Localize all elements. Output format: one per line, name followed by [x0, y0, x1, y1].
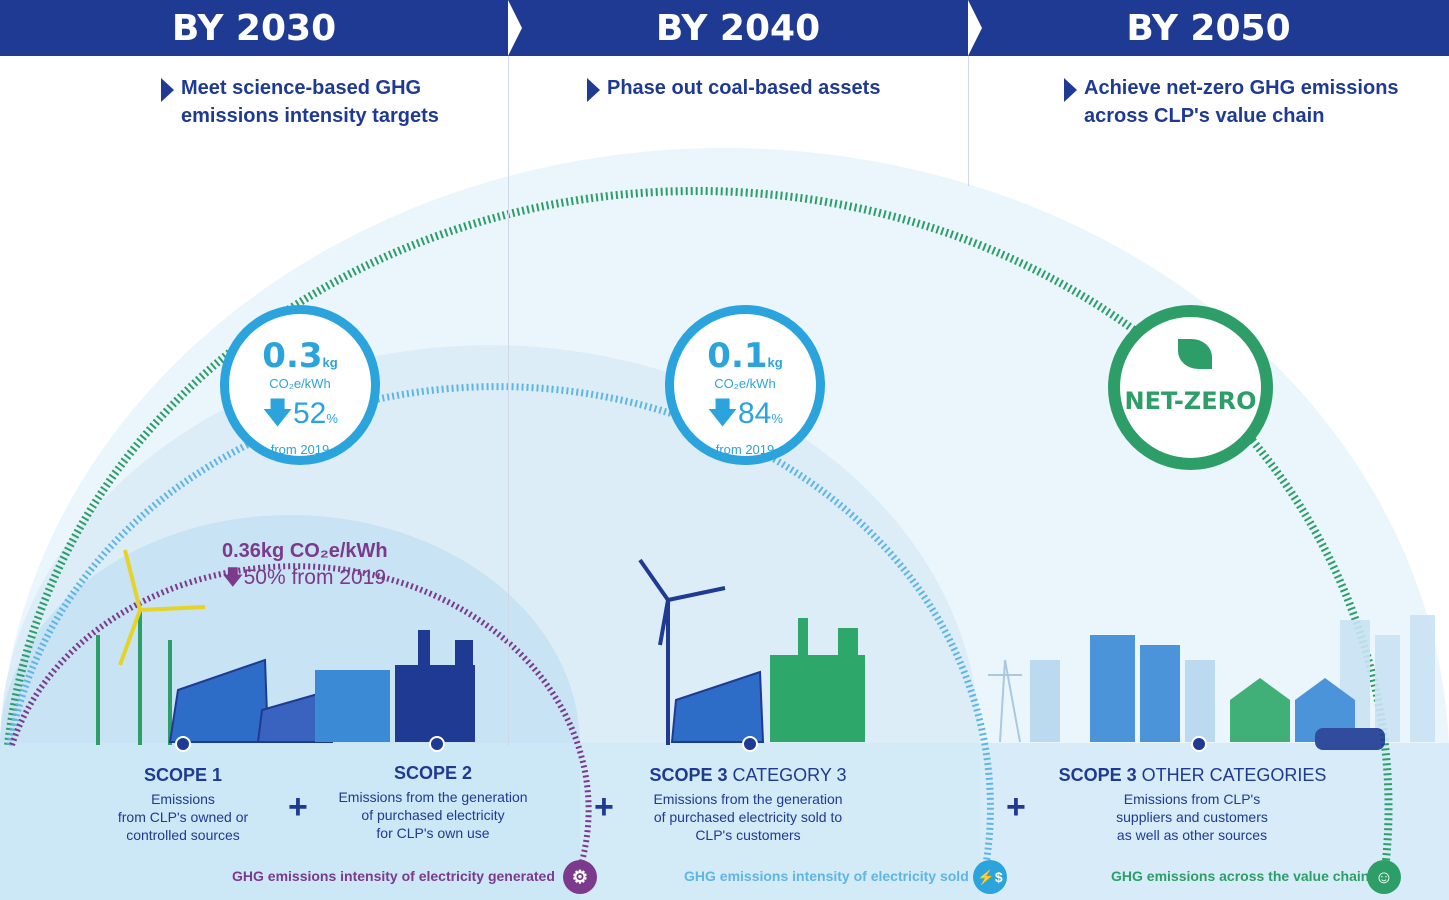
goal-bullet-icon [1064, 78, 1077, 102]
goal-2030: Meet science-based GHG emissions intensi… [161, 74, 439, 130]
scope3-cat3-desc: Emissions from the generation of purchas… [628, 790, 868, 844]
scope3-cat3-line3: CLP's customers [695, 827, 801, 843]
transmission-tower [988, 659, 1022, 743]
goal-2040-line1: Phase out coal-based assets [607, 77, 881, 99]
footer-generated: GHG emissions intensity of electricity g… [232, 868, 555, 884]
scope3-cat3-title-b: CATEGORY 3 [732, 765, 847, 785]
scope2-marker [429, 736, 445, 752]
scope3-other-title-a: SCOPE 3 [1058, 765, 1137, 785]
sold-arc [6, 382, 994, 871]
electricity-dollar-icon: ⚡$ [973, 860, 1007, 894]
target-2030-pct: % [326, 411, 338, 426]
generated-arc [9, 563, 592, 876]
goal-bullet-icon [587, 78, 600, 102]
target-2030-reduction: 52 [292, 397, 327, 430]
goal-2030-line1: Meet science-based GHG [181, 77, 422, 99]
scope1-marker [175, 736, 191, 752]
down-arrow-icon: 🡇 [707, 397, 738, 430]
footer-sold: GHG emissions intensity of electricity s… [684, 868, 969, 884]
city-skyline [1030, 615, 1435, 750]
power-plant-2030 [315, 630, 475, 742]
scope1-line1: Emissions [151, 791, 215, 807]
scope2-line2: of purchased electricity [361, 807, 505, 823]
leaf-icon [1178, 339, 1212, 369]
target-2030-from: from 2019 [270, 442, 330, 457]
header-2030-label: BY 2030 [171, 7, 337, 49]
scope2-line1: Emissions from the generation [338, 789, 528, 805]
scope3-other-marker [1191, 736, 1207, 752]
scope3-other-title-b: OTHER CATEGORIES [1141, 765, 1327, 785]
header-chevron-1 [508, 0, 522, 56]
generated-value: 0.36kg CO₂e/kWh [222, 540, 388, 562]
scope1-line2: from CLP's owned or [117, 809, 249, 825]
scope3-cat3-marker [742, 736, 758, 752]
scope3-other-title: SCOPE 3 OTHER CATEGORIES [1050, 765, 1335, 786]
target-2040-from: from 2019 [715, 442, 775, 457]
footer-value-chain: GHG emissions across the value chain [1111, 868, 1370, 884]
scope2-title: SCOPE 2 [393, 763, 473, 783]
scope3-cat3-line2: of purchased electricity sold to [653, 809, 843, 825]
scope3-cat3-title-a: SCOPE 3 [649, 765, 728, 785]
net-zero-badge: NET-ZERO [1108, 305, 1273, 470]
plus-2: + [594, 788, 614, 826]
target-2040-content: 0.1kg CO₂e/kWh 🡇84% from 2019 [674, 336, 816, 457]
target-ring-2030: 0.3kg CO₂e/kWh 🡇52% from 2019 [220, 305, 380, 465]
scope1-line3: controlled sources [126, 827, 240, 843]
goal-2040: Phase out coal-based assets [587, 74, 881, 102]
scope3-other-desc: Emissions from CLP's suppliers and custo… [1082, 790, 1302, 844]
target-2040-reduction: 84 [737, 397, 772, 430]
goal-bullet-icon [161, 78, 174, 102]
header-2040-label: BY 2040 [655, 7, 821, 49]
header-2030: BY 2030 [0, 0, 508, 56]
target-2030-value: 0.3 [262, 336, 323, 376]
scope1-title: SCOPE 1 [143, 765, 223, 785]
generated-intensity: 0.36kg CO₂e/kWh 🡇50% from 2019 [222, 540, 388, 598]
goal-2050-line2: across CLP's value chain [1084, 105, 1325, 127]
header-chevron-2 [968, 0, 982, 56]
target-2030-unit: kg [322, 355, 338, 370]
header-2050: BY 2050 [968, 0, 1449, 56]
scope3-other-line2: suppliers and customers [1116, 809, 1268, 825]
net-zero-label: NET-ZERO [1124, 387, 1257, 415]
target-2030-content: 0.3kg CO₂e/kWh 🡇52% from 2019 [229, 336, 371, 457]
scope2-line3: for CLP's own use [376, 825, 490, 841]
power-plant-2040 [770, 618, 865, 742]
wind-turbine-2040 [638, 558, 726, 745]
scope3-cat3-line1: Emissions from the generation [653, 791, 843, 807]
value-chain-arc [4, 186, 1393, 871]
plus-3: + [1006, 788, 1026, 826]
wind-turbines-2030 [96, 549, 206, 745]
target-ring-2040: 0.1kg CO₂e/kWh 🡇84% from 2019 [665, 305, 825, 465]
target-2030-basis: CO₂e/kWh [269, 376, 331, 391]
scope3-cat3-title: SCOPE 3 CATEGORY 3 [628, 765, 868, 786]
scope3-other-line1: Emissions from CLP's [1123, 791, 1261, 807]
target-2040-basis: CO₂e/kWh [714, 376, 776, 391]
target-2040-pct: % [771, 411, 783, 426]
down-arrow-icon: 🡇 [262, 397, 293, 430]
person-globe-icon: ☺ [1367, 860, 1401, 894]
timeline-header: BY 2030 BY 2040 BY 2050 [0, 0, 1449, 56]
header-2040: BY 2040 [508, 0, 968, 56]
gear-icon: ⚙ [563, 860, 597, 894]
plus-1: + [288, 788, 308, 826]
solar-panel-2040 [670, 670, 765, 743]
scope3-other-line3: as well as other sources [1116, 827, 1268, 843]
header-2050-label: BY 2050 [1126, 7, 1291, 49]
goal-2050-line1: Achieve net-zero GHG emissions [1084, 77, 1399, 99]
down-arrow-icon: 🡇 [222, 566, 244, 589]
generated-reduction: 50% from 2019 [243, 566, 387, 589]
goal-2050: Achieve net-zero GHG emissions across CL… [1064, 74, 1399, 130]
scope1-desc: Emissions from CLP's owned or controlled… [93, 790, 273, 844]
target-2040-unit: kg [767, 355, 783, 370]
ground-band [0, 743, 1449, 900]
target-2040-value: 0.1 [707, 336, 768, 376]
scope2-desc: Emissions from the generation of purchas… [323, 788, 543, 842]
divider-2030-2040 [508, 56, 509, 746]
divider-2040-2050 [968, 56, 969, 186]
goal-2030-line2: emissions intensity targets [181, 105, 439, 127]
